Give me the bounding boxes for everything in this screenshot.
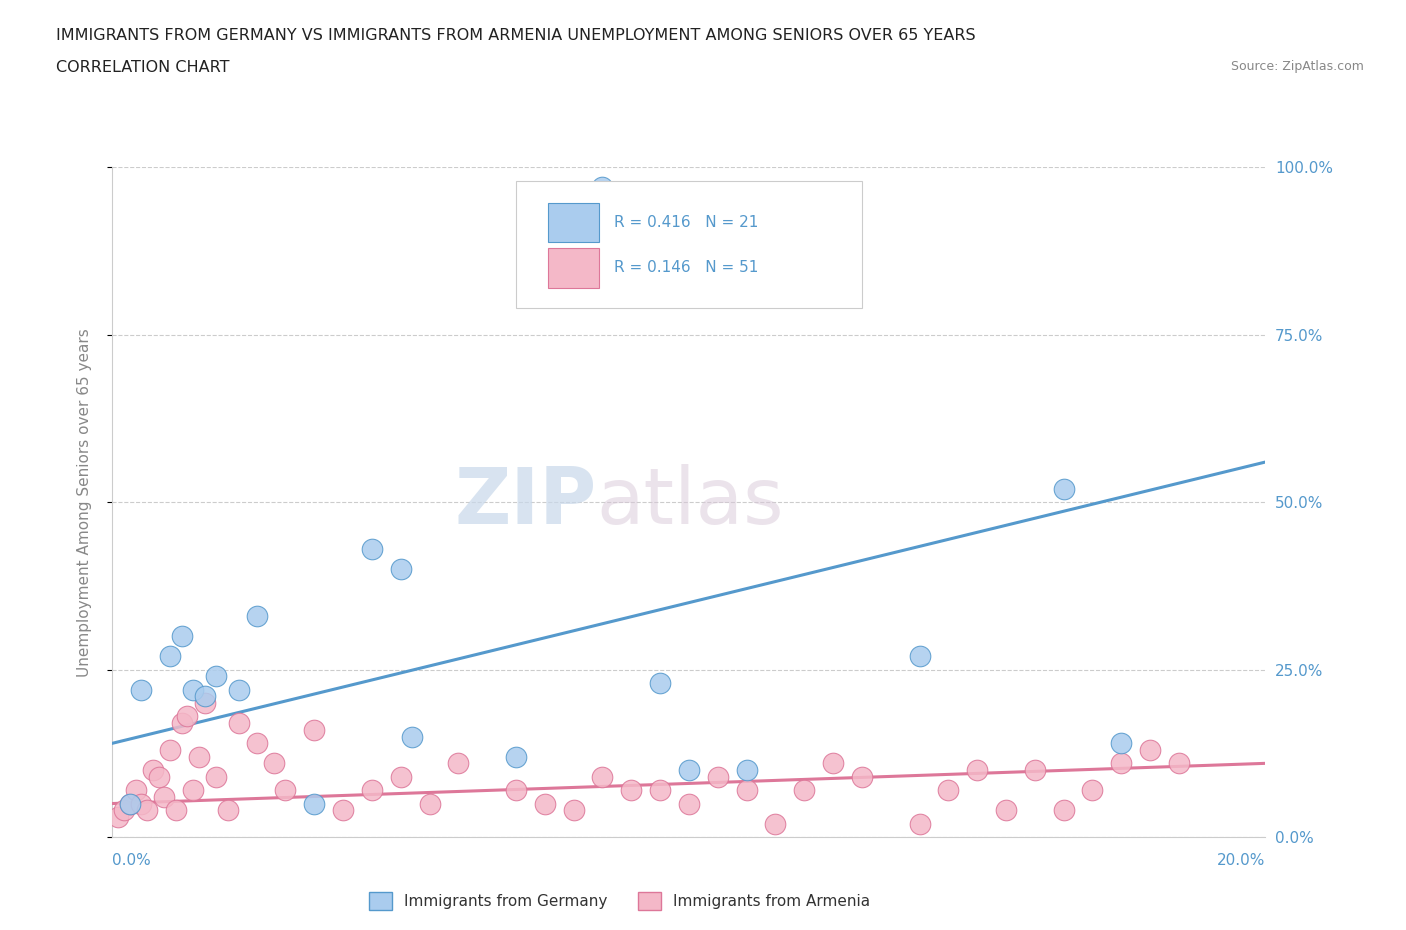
Text: IMMIGRANTS FROM GERMANY VS IMMIGRANTS FROM ARMENIA UNEMPLOYMENT AMONG SENIORS OV: IMMIGRANTS FROM GERMANY VS IMMIGRANTS FR… (56, 28, 976, 43)
Point (274, 783, 297, 798)
Point (129, 683, 153, 698)
Point (966, 763, 988, 777)
Point (389, 562, 412, 577)
Point (648, 783, 672, 798)
Point (1111, 756, 1133, 771)
Point (793, 783, 815, 798)
Point (1052, 803, 1074, 817)
Point (447, 756, 470, 771)
Point (995, 803, 1018, 817)
Point (533, 796, 555, 811)
Point (263, 756, 285, 771)
Point (136, 803, 159, 817)
Point (591, 769, 613, 784)
Point (648, 675, 672, 690)
Point (360, 783, 382, 798)
FancyBboxPatch shape (548, 203, 599, 243)
Point (908, 649, 931, 664)
Point (1052, 482, 1074, 497)
Point (194, 689, 217, 704)
Point (765, 817, 787, 831)
FancyBboxPatch shape (548, 248, 599, 288)
Text: 20.0%: 20.0% (1218, 853, 1265, 868)
Text: 0.0%: 0.0% (112, 853, 152, 868)
Point (107, 809, 129, 824)
Y-axis label: Unemployment Among Seniors over 65 years: Unemployment Among Seniors over 65 years (77, 328, 91, 677)
Point (851, 769, 873, 784)
Text: CORRELATION CHART: CORRELATION CHART (56, 60, 229, 75)
Point (118, 796, 141, 811)
Point (360, 541, 382, 556)
Point (332, 803, 354, 817)
Point (1139, 742, 1161, 757)
Point (1081, 783, 1104, 798)
Point (165, 803, 187, 817)
Text: R = 0.416   N = 21: R = 0.416 N = 21 (614, 215, 758, 230)
Text: ZIP: ZIP (454, 464, 596, 540)
Point (505, 750, 527, 764)
Point (148, 769, 170, 784)
Text: atlas: atlas (596, 464, 785, 540)
Point (304, 796, 326, 811)
Point (1024, 763, 1046, 777)
Point (205, 769, 228, 784)
Point (821, 756, 844, 771)
Point (194, 696, 217, 711)
Point (936, 783, 959, 798)
Point (678, 796, 700, 811)
Point (176, 709, 198, 724)
Legend: Immigrants from Germany, Immigrants from Armenia: Immigrants from Germany, Immigrants from… (363, 885, 876, 916)
Point (735, 783, 758, 798)
Point (505, 783, 527, 798)
Point (591, 180, 613, 195)
Point (170, 629, 193, 644)
Point (159, 742, 181, 757)
Point (188, 750, 211, 764)
Point (735, 763, 758, 777)
Point (620, 783, 643, 798)
FancyBboxPatch shape (516, 180, 862, 308)
Point (118, 796, 141, 811)
Point (228, 683, 250, 698)
Point (124, 783, 146, 798)
Point (401, 729, 423, 744)
Text: Source: ZipAtlas.com: Source: ZipAtlas.com (1230, 60, 1364, 73)
Text: R = 0.146   N = 51: R = 0.146 N = 51 (614, 260, 758, 275)
Point (153, 790, 176, 804)
Point (1167, 756, 1189, 771)
Point (142, 763, 165, 777)
Point (159, 649, 181, 664)
Point (678, 763, 700, 777)
Point (181, 683, 204, 698)
Point (181, 783, 204, 798)
Point (419, 796, 441, 811)
Point (389, 769, 412, 784)
Point (205, 669, 228, 684)
Point (170, 716, 193, 731)
Point (217, 803, 239, 817)
Point (908, 817, 931, 831)
Point (112, 803, 135, 817)
Point (304, 723, 326, 737)
Point (706, 769, 728, 784)
Point (228, 716, 250, 731)
Point (1111, 736, 1133, 751)
Point (245, 608, 267, 623)
Point (562, 803, 585, 817)
Point (129, 796, 153, 811)
Point (245, 736, 267, 751)
